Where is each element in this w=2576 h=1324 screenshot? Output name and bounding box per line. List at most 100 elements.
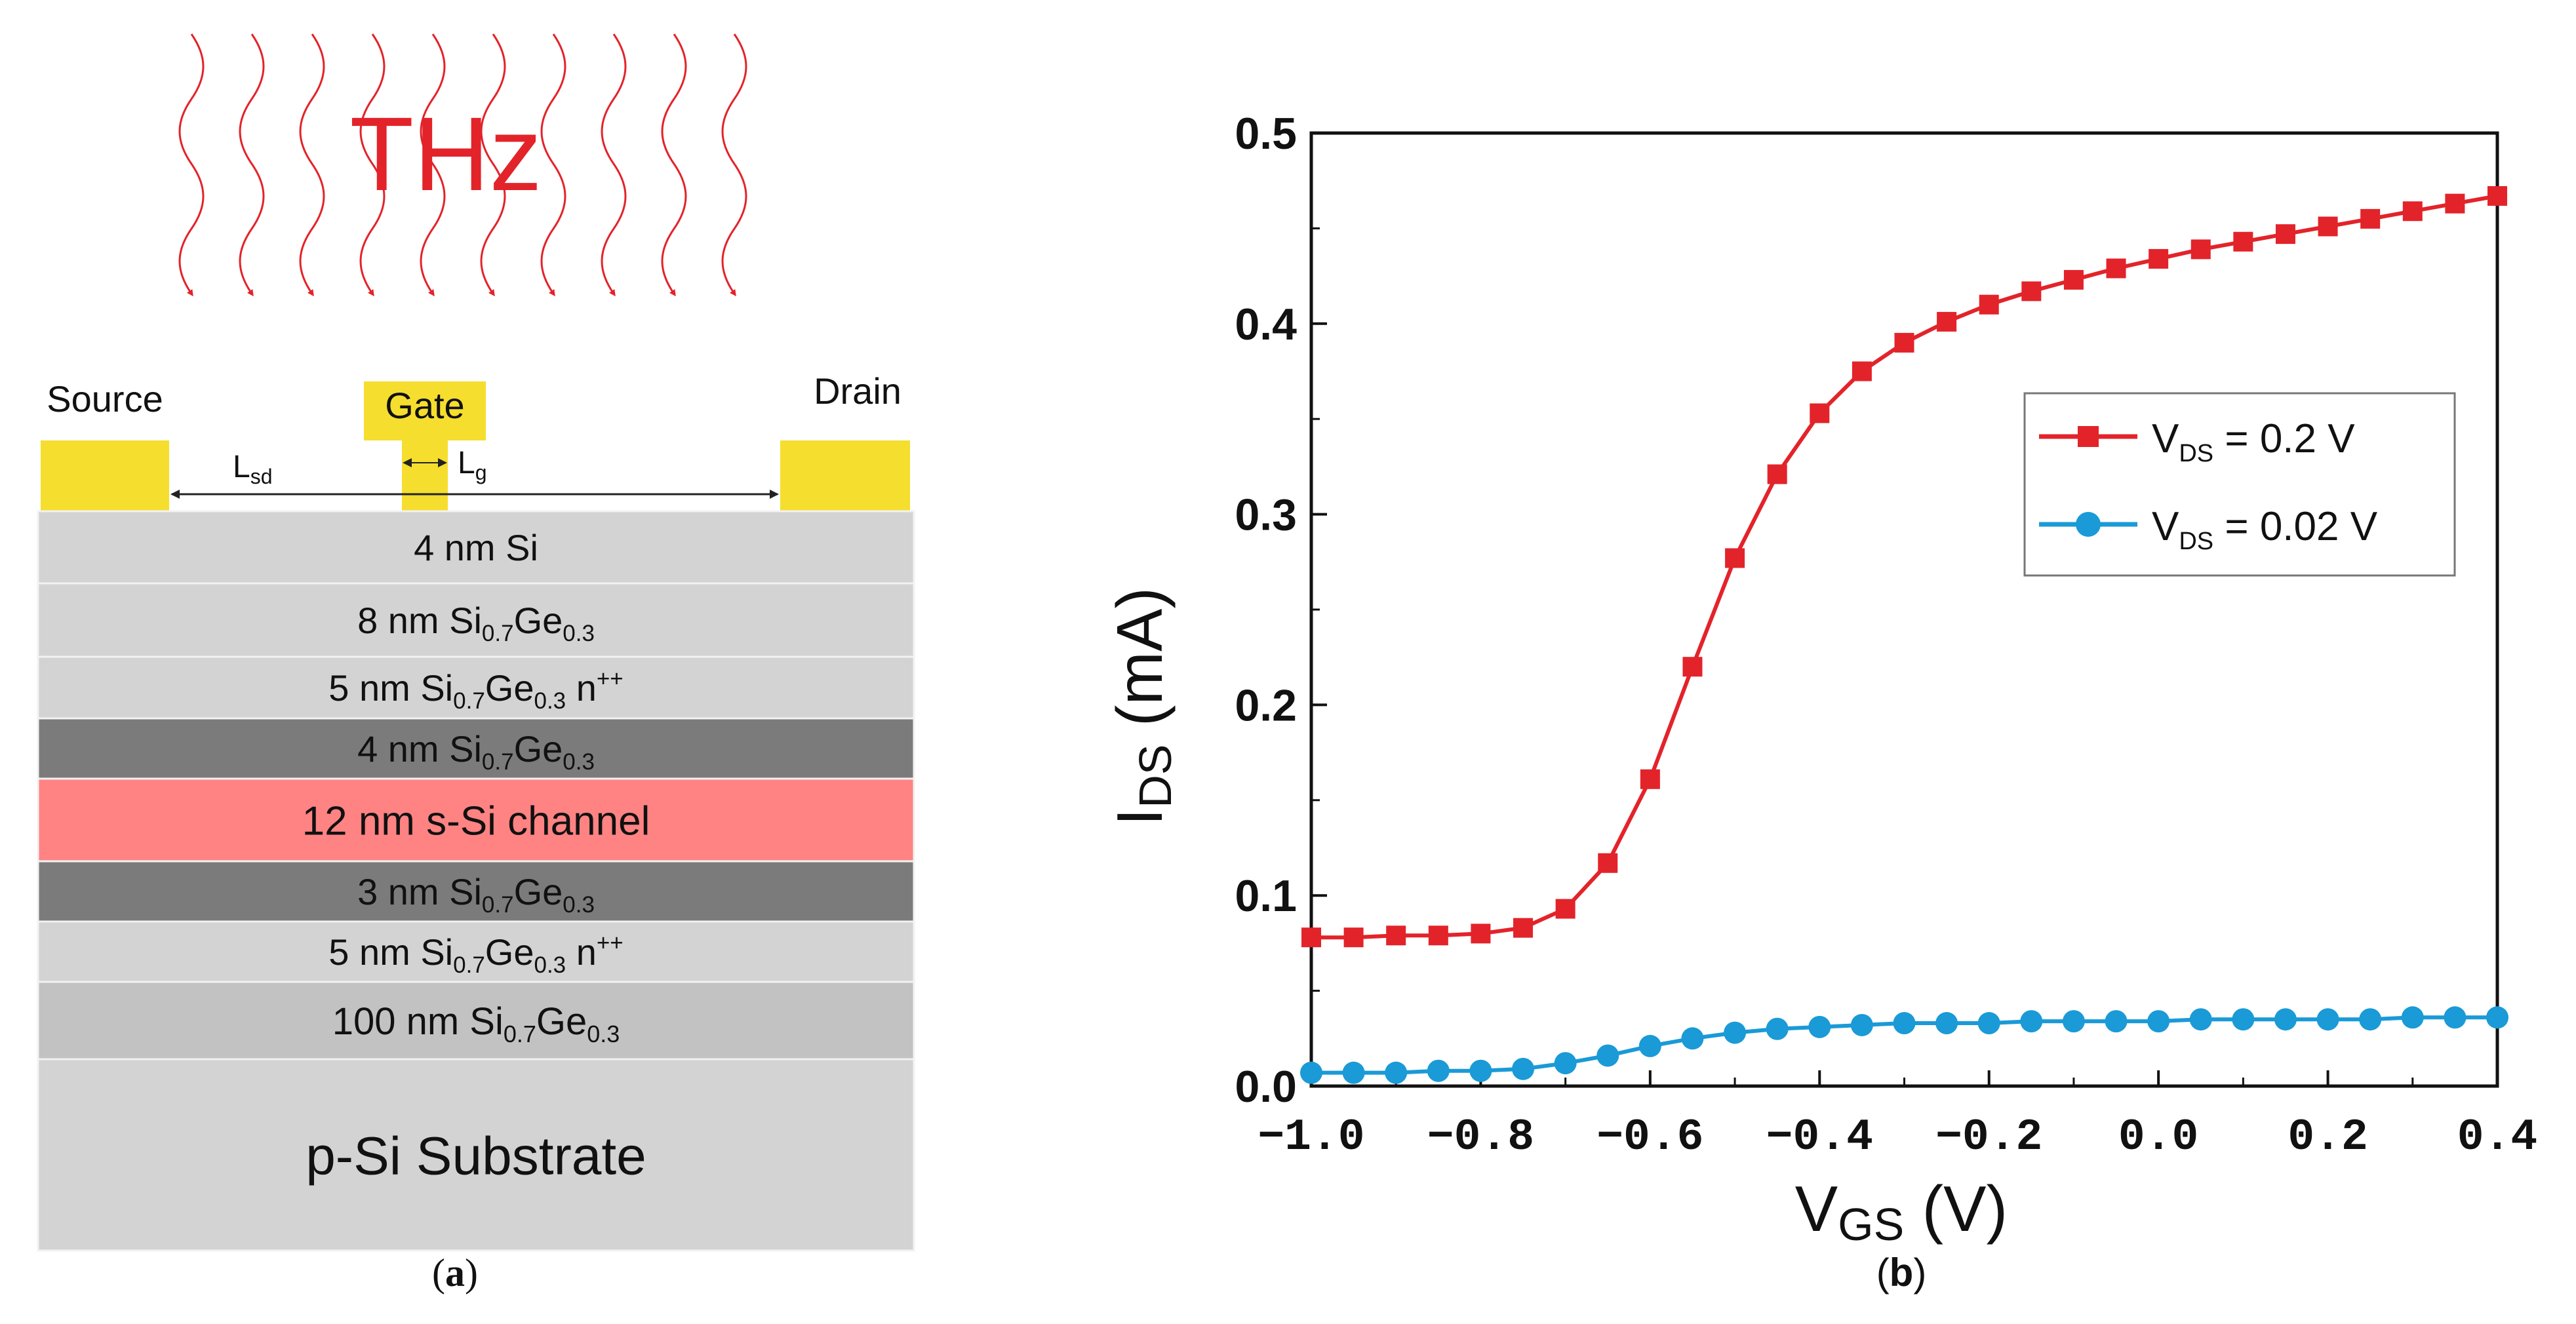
thz-wave-arrow-5 [420,33,446,297]
source-contact [41,440,169,511]
layer-8 [37,981,915,1061]
drain-contact [780,440,910,511]
series-2-point-24 [2316,1008,2339,1031]
series-2-point-4 [1469,1059,1492,1082]
series-1-point-17 [2021,281,2042,302]
thz-label: THz [349,95,542,212]
thz-wave-arrow-4 [359,33,386,297]
series-1-point-25 [2360,208,2381,229]
layer-8-label: 100 nm Si0.7Ge0.3 [332,1000,620,1047]
axis-ticks: −1.0 −0.8 −0.6 −0.4 −0.2 0.0 0.2 0.4 0.0 0.1 0.2 0.… [1235,109,2537,1163]
series-2-point-17 [2020,1010,2043,1033]
layer-3-label: 5 nm Si0.7Ge0.3 n++ [328,666,623,714]
x-tick-label-3: −0.4 [1766,1112,1873,1163]
ids-vgs-chart: −1.0 −0.8 −0.6 −0.4 −0.2 0.0 0.2 0.4 0.0 0.1 0.2 0.… [1103,109,2537,1295]
series-2-point-3 [1427,1059,1450,1082]
series-1-point-22 [2233,231,2253,252]
layer-4-label: 4 nm Si0.7Ge0.3 [357,728,595,775]
series-2-point-5 [1512,1057,1535,1080]
layer-4 [37,717,915,780]
series-2-point-22 [2232,1008,2255,1031]
series-2-point-0 [1300,1061,1322,1084]
caption-b: (b) [1876,1251,1927,1295]
thz-wave-arrow-9 [661,33,687,297]
x-tick-label-0: −1.0 [1258,1112,1364,1163]
series-1-point-11 [1767,464,1787,484]
series-2-point-6 [1554,1052,1577,1075]
series-2-point-7 [1596,1044,1619,1067]
series-1-point-0 [1301,927,1321,948]
layer-5 [37,777,915,863]
legend-box [2023,392,2456,577]
series-2-point-16 [1977,1012,2000,1035]
y-tick-label-1: 0.1 [1235,871,1297,921]
layer-2 [37,582,915,658]
layer-6-label: 3 nm Si0.7Ge0.3 [357,871,595,918]
series-1-point-27 [2445,193,2465,214]
y-tick-label-3: 0.3 [1235,490,1297,540]
series-1-point-23 [2275,224,2295,244]
y-axis-label: IDS (mA) [1103,587,1181,826]
series-1-point-12 [1810,403,1830,423]
x-tick-label-7: 0.4 [2457,1112,2537,1163]
series-2-point-11 [1766,1017,1789,1040]
drain-label: Drain [814,370,902,412]
thz-wave-arrow-10 [721,33,747,297]
layer-5-label: 12 nm s-Si channel [302,798,650,844]
thz-wave-arrow-3 [299,33,325,297]
x-tick-label-4: −0.2 [1935,1112,2042,1163]
layer-2-label: 8 nm Si0.7Ge0.3 [357,600,595,646]
series-1-point-16 [1979,294,1999,315]
thz-wave-arrow-8 [601,33,627,297]
series-1-point-14 [1894,332,1914,353]
series-1-point-13 [1852,361,1872,381]
series-1-point-10 [1725,548,1745,568]
legend-marker-series-2 [2076,512,2101,537]
layer-6 [37,860,915,923]
lsd-label: Lsd [233,450,273,488]
series-2-point-10 [1724,1021,1747,1044]
layer-9-label: p-Si Substrate [306,1127,646,1186]
gate-contact-top [364,381,486,440]
lg-label: Lg [458,446,487,484]
series-2-point-23 [2274,1008,2297,1031]
layer-3 [37,655,915,720]
device-cross-section: THz Source Drain Gate Lsd Lg 4 nm Si 8 nm… [37,33,915,1295]
thz-wave-arrow-7 [540,33,566,297]
layer-7 [37,920,915,983]
layer-7-label: 5 nm Si0.7Ge0.3 n++ [328,930,623,978]
series-2-point-14 [1893,1012,1916,1035]
gate-contact-stem [402,440,448,511]
y-tick-label-0: 0.0 [1235,1062,1297,1112]
layer-9 [37,1058,915,1252]
series-2-point-28 [2486,1006,2508,1029]
series-2-point-26 [2401,1006,2424,1029]
series-1-point-28 [2487,185,2507,206]
y-tick-label-2: 0.2 [1235,680,1297,730]
y-tick-label-4: 0.4 [1235,300,1297,349]
x-tick-label-1: −0.8 [1427,1112,1534,1163]
series-1-point-7 [1598,853,1618,873]
series-1-point-19 [2106,258,2126,279]
series-1-point-9 [1682,657,1703,677]
series-2-point-12 [1808,1015,1831,1038]
layer-1 [37,510,915,585]
thz-wave-arrow-1 [178,33,205,297]
series-1-point-26 [2402,201,2423,222]
series-1-point-4 [1471,924,1491,944]
series-2-point-1 [1342,1061,1365,1084]
series-layer [1300,185,2508,1084]
series-1-point-2 [1386,925,1406,946]
legend-label-series-2: VDS = 0.02 V [2152,504,2378,555]
panel-a-device-diagram: THz Source Drain Gate Lsd Lg 4 nm Si 8 nm… [0,0,997,1321]
series-1-point-21 [2190,239,2211,260]
source-label: Source [47,378,163,419]
series-2-point-8 [1638,1034,1661,1057]
legend-marker-series-1 [2078,426,2099,447]
series-2-point-18 [2062,1010,2085,1033]
series-2-point-15 [1935,1012,1958,1035]
series-2-point-2 [1385,1061,1408,1084]
gate-label: Gate [385,385,464,426]
layer-1-label: 4 nm Si [414,527,538,568]
series-1-point-3 [1428,925,1448,946]
